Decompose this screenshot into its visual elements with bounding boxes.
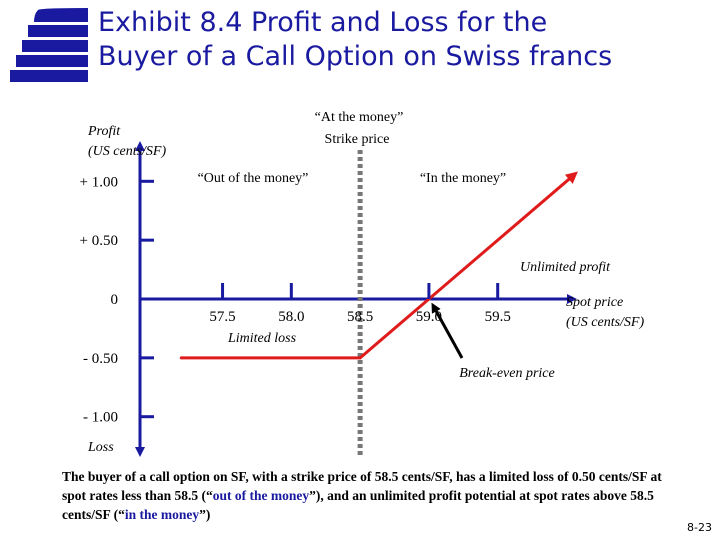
x-axis-label-units: (US cents/SF) <box>566 315 644 330</box>
title-line-1: Exhibit 8.4 Profit and Loss for the <box>98 7 548 38</box>
break-even-label: Break-even price <box>459 366 554 381</box>
y-axis-label-profit: Profit <box>87 124 121 139</box>
limited-loss-label: Limited loss <box>227 331 297 346</box>
out-of-the-money-label: “Out of the money” <box>198 171 309 186</box>
payoff-point <box>358 356 362 360</box>
caption-part-2: ”), and an unlimited profit potential at… <box>62 488 654 522</box>
caption-in-the-money: in the money <box>124 507 200 522</box>
break-even-pointer <box>431 302 464 359</box>
title-line-2: Buyer of a Call Option on Swiss francs <box>98 41 613 72</box>
payoff-point <box>571 173 575 177</box>
strike-annotation-line-1: “At the money” <box>315 110 404 125</box>
y-tick-label: - 1.00 <box>83 410 118 426</box>
x-tick-label: 58.5 <box>347 309 373 325</box>
x-tick-label: 59.0 <box>416 309 442 325</box>
x-axis-label-spot: Spot price <box>566 295 623 310</box>
caption-part-3: ”) <box>199 507 211 522</box>
payoff-point <box>179 356 183 360</box>
slide-logo-icon <box>10 8 88 82</box>
y-axis-label-loss: Loss <box>87 440 114 455</box>
x-tick-label: 59.5 <box>485 309 511 325</box>
y-tick-label: - 0.50 <box>83 351 118 367</box>
page-number: 8-23 <box>687 521 712 534</box>
y-tick-label: + 1.00 <box>80 174 118 190</box>
caption-out-of-money: out of the money <box>212 488 310 503</box>
strike-annotation-line-2: Strike price <box>325 132 390 147</box>
x-tick-label: 57.5 <box>209 309 235 325</box>
caption-part-1: The buyer of a call option on SF, with a… <box>62 469 662 503</box>
slide-title: Exhibit 8.4 Profit and Loss for the Buye… <box>98 6 708 74</box>
unlimited-profit-label: Unlimited profit <box>520 260 611 275</box>
in-the-money-label: “In the money” <box>420 171 506 186</box>
y-axis-label-units: (US cents/SF) <box>88 144 166 159</box>
x-tick-label: 58.0 <box>278 309 304 325</box>
explanation-caption: The buyer of a call option on SF, with a… <box>62 467 682 524</box>
y-tick-label: 0 <box>111 292 119 308</box>
payoff-line <box>181 171 578 360</box>
y-tick-label: + 0.50 <box>80 233 118 249</box>
